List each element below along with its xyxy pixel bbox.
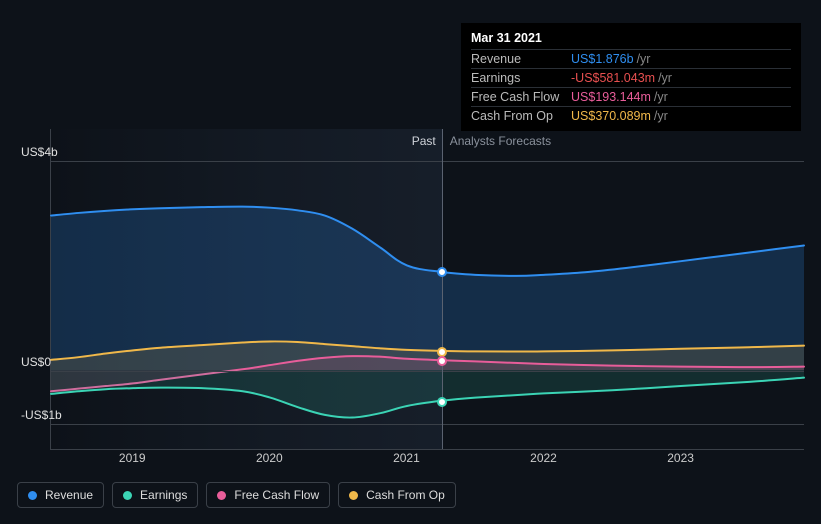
tooltip-row-value: -US$581.043m <box>571 71 655 85</box>
past-region-label: Past <box>412 134 436 148</box>
tooltip-row-unit: /yr <box>654 109 668 123</box>
tooltip-row-value: US$1.876b <box>571 52 634 66</box>
legend-item-label: Cash From Op <box>366 488 445 502</box>
earnings-marker <box>437 397 447 407</box>
y-axis-label: US$0 <box>21 355 51 371</box>
forecast-region-label: Analysts Forecasts <box>450 134 551 148</box>
x-axis-label: 2023 <box>667 451 694 465</box>
legend-dot-icon <box>28 491 37 500</box>
legend-item-earnings[interactable]: Earnings <box>112 482 198 508</box>
legend-dot-icon <box>123 491 132 500</box>
tooltip-row-value: US$370.089m <box>571 109 651 123</box>
legend-dot-icon <box>349 491 358 500</box>
tooltip-date: Mar 31 2021 <box>471 31 791 49</box>
tooltip-row-unit: /yr <box>637 52 651 66</box>
y-axis-label: -US$1b <box>21 408 62 424</box>
chart-container: Mar 31 2021 RevenueUS$1.876b/yrEarnings-… <box>17 5 804 465</box>
chart-tooltip: Mar 31 2021 RevenueUS$1.876b/yrEarnings-… <box>461 23 801 131</box>
x-axis-label: 2021 <box>393 451 420 465</box>
revenue-area <box>51 207 804 371</box>
tooltip-row-unit: /yr <box>658 71 672 85</box>
y-axis-label: US$4b <box>21 145 58 161</box>
legend-item-free_cash_flow[interactable]: Free Cash Flow <box>206 482 330 508</box>
tooltip-row-label: Revenue <box>471 52 571 66</box>
tooltip-row: Earnings-US$581.043m/yr <box>471 68 791 87</box>
x-axis-label: 2020 <box>256 451 283 465</box>
tooltip-row-label: Cash From Op <box>471 109 571 123</box>
tooltip-row-label: Free Cash Flow <box>471 90 571 104</box>
y-gridline <box>51 371 804 372</box>
legend: Revenue Earnings Free Cash Flow Cash From O… <box>17 482 456 508</box>
tooltip-row-unit: /yr <box>654 90 668 104</box>
tooltip-row: Free Cash FlowUS$193.144m/yr <box>471 87 791 106</box>
legend-item-label: Revenue <box>45 488 93 502</box>
free_cash_flow-marker <box>437 356 447 366</box>
tooltip-row-label: Earnings <box>471 71 571 85</box>
x-axis-label: 2022 <box>530 451 557 465</box>
x-axis-label: 2019 <box>119 451 146 465</box>
legend-dot-icon <box>217 491 226 500</box>
legend-item-cash_from_op[interactable]: Cash From Op <box>338 482 456 508</box>
y-gridline <box>51 424 804 425</box>
revenue-marker <box>437 267 447 277</box>
earnings-area <box>51 370 804 417</box>
legend-item-label: Earnings <box>140 488 187 502</box>
y-gridline <box>51 161 804 162</box>
legend-item-revenue[interactable]: Revenue <box>17 482 104 508</box>
plot-area[interactable]: Past Analysts Forecasts <box>50 129 804 450</box>
tooltip-rows: RevenueUS$1.876b/yrEarnings-US$581.043m/… <box>471 49 791 125</box>
chart-lines-svg <box>51 129 804 449</box>
legend-item-label: Free Cash Flow <box>234 488 319 502</box>
tooltip-row-value: US$193.144m <box>571 90 651 104</box>
tooltip-row: RevenueUS$1.876b/yr <box>471 49 791 68</box>
tooltip-row: Cash From OpUS$370.089m/yr <box>471 106 791 125</box>
